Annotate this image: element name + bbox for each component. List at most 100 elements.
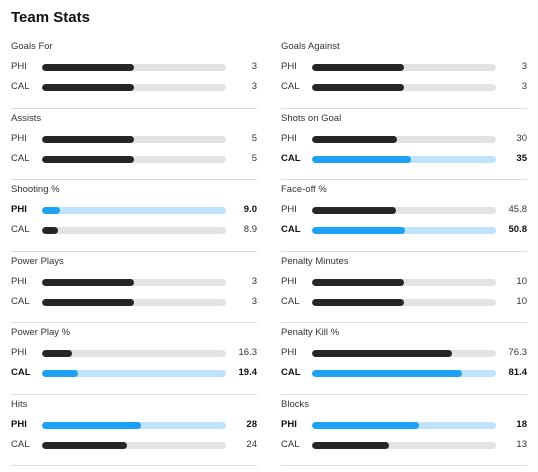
- stat-row-phi: PHI 3: [11, 276, 257, 288]
- stat-bar-fill: [312, 64, 404, 71]
- team-abbr: CAL: [281, 367, 301, 378]
- stat-label: Power Plays: [11, 255, 64, 267]
- team-abbr: PHI: [281, 132, 297, 144]
- stat-bar-fill: [42, 350, 72, 357]
- stat-goals-against: Goals Against PHI 3 CAL 3: [281, 37, 527, 109]
- stat-value: 50.8: [508, 224, 528, 235]
- stat-bar-track: [42, 64, 226, 71]
- stat-bar-track: [42, 155, 226, 163]
- stat-row-cal: CAL 35: [281, 153, 527, 165]
- team-abbr: PHI: [281, 275, 297, 287]
- stat-label: Hits: [11, 398, 28, 410]
- stat-bar-fill: [312, 207, 397, 214]
- stat-bar-fill: [42, 227, 59, 234]
- team-abbr: CAL: [281, 152, 301, 164]
- stat-bar-fill: [312, 84, 404, 91]
- stat-row-phi: PHI 3: [281, 61, 527, 73]
- stat-bar-track: [42, 135, 226, 143]
- stat-bar-fill: [42, 370, 78, 377]
- stat-bar-fill: [312, 227, 406, 234]
- page-title: Team Stats: [11, 9, 90, 26]
- stat-penalty-kill-pct: Penalty Kill % PHI 76.3 CAL 81.4: [281, 323, 527, 395]
- stat-bar-fill: [312, 350, 453, 357]
- stat-value: 3: [251, 295, 257, 307]
- stat-bar-track: [42, 84, 226, 91]
- stat-bar-track: [42, 278, 226, 286]
- team-stats-grid: Goals For PHI 3 CAL 3 Goals Against PHI 3 CAL 3 …: [11, 37, 527, 466]
- stat-row-cal: CAL 50.8: [281, 224, 527, 236]
- stat-label: Goals For: [11, 41, 53, 52]
- stat-assists: Assists PHI 5 CAL 5: [11, 109, 257, 180]
- stat-power-play-pct: Power Play % PHI 16.3 CAL 19.4: [11, 323, 257, 395]
- stat-bar-fill: [42, 278, 134, 286]
- team-abbr: PHI: [281, 347, 297, 358]
- stat-value: 3: [521, 61, 527, 72]
- stat-label: Shots on Goal: [281, 112, 342, 124]
- stat-value: 30: [516, 132, 527, 144]
- stat-row-cal: CAL 24: [11, 439, 257, 451]
- stat-shots-on-goal: Shots on Goal PHI 30 CAL 35: [281, 109, 527, 180]
- stat-row-phi: PHI 76.3: [281, 347, 527, 359]
- stat-bar-track: [42, 421, 226, 429]
- team-abbr: CAL: [11, 152, 30, 164]
- stat-bar-fill: [312, 421, 419, 429]
- stat-value: 9.0: [243, 204, 257, 215]
- stat-value: 10: [516, 275, 527, 287]
- stat-value: 24: [246, 438, 257, 450]
- stat-bar-fill: [42, 421, 141, 429]
- stat-bar-fill: [312, 441, 390, 449]
- stat-power-plays: Power Plays PHI 3 CAL 3: [11, 252, 257, 323]
- stat-label: Power Play %: [11, 327, 71, 338]
- stat-bar-fill: [42, 84, 134, 91]
- team-abbr: CAL: [281, 295, 300, 307]
- stat-bar-fill: [42, 64, 134, 71]
- stat-bar-fill: [42, 155, 134, 163]
- stat-bar-track: [312, 421, 496, 429]
- stat-bar-track: [42, 298, 226, 306]
- stat-value: 3: [521, 81, 527, 92]
- stat-value: 81.4: [508, 367, 528, 378]
- stat-label: Assists: [11, 112, 42, 124]
- team-abbr: CAL: [281, 438, 300, 450]
- stat-row-cal: CAL 10: [281, 296, 527, 308]
- stat-blocks: Blocks PHI 18 CAL 13: [281, 395, 527, 466]
- stat-bar-track: [312, 135, 496, 143]
- stat-row-cal: CAL 13: [281, 439, 527, 451]
- stat-row-phi: PHI 45.8: [281, 204, 527, 216]
- stat-row-cal: CAL 3: [11, 296, 257, 308]
- stat-label: Penalty Kill %: [281, 327, 340, 338]
- team-abbr: PHI: [11, 275, 27, 287]
- stat-bar-fill: [312, 298, 404, 306]
- stat-hits: Hits PHI 28 CAL 24: [11, 395, 257, 466]
- team-abbr: PHI: [11, 204, 27, 215]
- stat-bar-fill: [42, 441, 127, 449]
- stat-value: 76.3: [508, 347, 528, 358]
- stat-bar-track: [42, 441, 226, 449]
- team-abbr: PHI: [281, 61, 297, 72]
- stat-row-phi: PHI 3: [11, 61, 257, 73]
- stat-row-phi: PHI 9.0: [11, 204, 257, 216]
- stat-value: 5: [251, 152, 257, 164]
- stat-value: 3: [251, 275, 257, 287]
- stat-bar-track: [42, 227, 226, 234]
- stat-faceoff-pct: Face-off % PHI 45.8 CAL 50.8: [281, 180, 527, 252]
- stat-bar-track: [42, 350, 226, 357]
- stat-value: 3: [251, 81, 257, 92]
- stat-row-cal: CAL 3: [11, 81, 257, 93]
- stat-bar-fill: [42, 135, 134, 143]
- stat-bar-fill: [42, 298, 134, 306]
- stat-label: Penalty Minutes: [281, 255, 349, 267]
- stat-row-cal: CAL 3: [281, 81, 527, 93]
- team-abbr: PHI: [11, 418, 27, 430]
- stat-row-phi: PHI 10: [281, 276, 527, 288]
- team-abbr: CAL: [11, 438, 30, 450]
- stat-goals-for: Goals For PHI 3 CAL 3: [11, 37, 257, 109]
- stat-value: 45.8: [508, 204, 528, 215]
- team-abbr: PHI: [11, 347, 27, 358]
- team-abbr: PHI: [11, 61, 27, 72]
- stat-bar-track: [42, 207, 226, 214]
- stat-bar-fill: [312, 370, 462, 377]
- team-abbr: PHI: [11, 132, 27, 144]
- team-abbr: PHI: [281, 418, 297, 430]
- stat-bar-track: [312, 278, 496, 286]
